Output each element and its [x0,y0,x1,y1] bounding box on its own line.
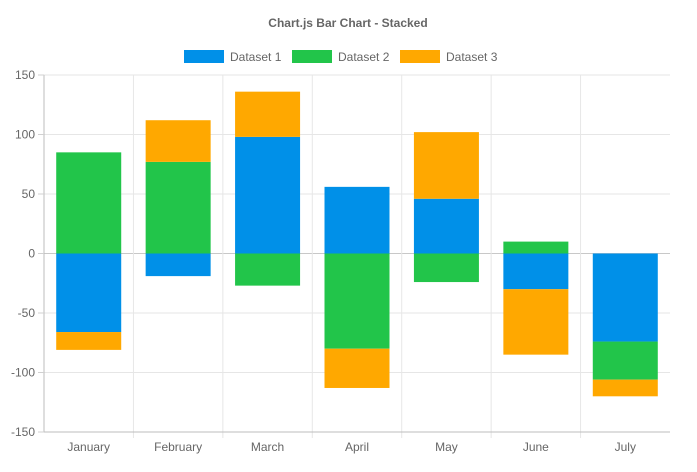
x-tick-label-july: July [615,440,636,454]
bar-june-dataset-3[interactable] [503,289,569,355]
legend: Dataset 1 Dataset 2 Dataset 3 [184,50,498,64]
y-tick-label: 0 [28,247,35,261]
bar-january-dataset-3[interactable] [56,332,122,350]
bar-july-dataset-2[interactable] [592,341,658,380]
bar-june-dataset-1[interactable] [503,253,569,290]
x-tick-label-april: April [345,440,369,454]
bar-april-dataset-2[interactable] [324,253,390,349]
x-axis-ticks: January February March April May June July [67,440,636,454]
x-tick-label-june: June [523,440,549,454]
bar-july-dataset-3[interactable] [592,379,658,397]
bar-march-dataset-2[interactable] [235,253,301,286]
bar-january-dataset-1[interactable] [56,253,122,333]
bar-may-dataset-1[interactable] [413,198,479,254]
bar-june-dataset-2[interactable] [503,241,569,254]
legend-swatch-3[interactable] [400,50,440,63]
legend-swatch-1[interactable] [184,50,224,63]
chart-title: Chart.js Bar Chart - Stacked [268,16,427,30]
x-tick-label-january: January [67,440,110,454]
bar-february-dataset-1[interactable] [145,253,211,277]
legend-label-2[interactable]: Dataset 2 [338,50,390,64]
y-tick-label: 100 [15,128,35,142]
x-tick-label-march: March [251,440,284,454]
x-tick-label-may: May [435,440,458,454]
bar-may-dataset-3[interactable] [413,132,479,199]
y-tick-label: -100 [11,366,35,380]
bar-may-dataset-2[interactable] [413,253,479,283]
x-tick-label-february: February [154,440,202,454]
y-tick-label: 50 [22,187,36,201]
legend-swatch-2[interactable] [292,50,332,63]
bar-april-dataset-3[interactable] [324,348,390,388]
bar-february-dataset-2[interactable] [145,161,211,254]
y-tick-label: 150 [15,68,35,82]
bar-july-dataset-1[interactable] [592,253,658,342]
bar-january-dataset-2[interactable] [56,152,122,254]
bar-april-dataset-1[interactable] [324,186,390,254]
y-axis-ticks: 150 100 50 0 -50 -100 -150 [11,68,44,439]
legend-label-3[interactable]: Dataset 3 [446,50,498,64]
bar-february-dataset-3[interactable] [145,120,211,162]
bar-march-dataset-3[interactable] [235,91,301,137]
legend-label-1[interactable]: Dataset 1 [230,50,282,64]
bar-march-dataset-1[interactable] [235,136,301,254]
y-tick-label: -50 [18,306,36,320]
bars [56,91,658,397]
y-tick-label: -150 [11,425,35,439]
